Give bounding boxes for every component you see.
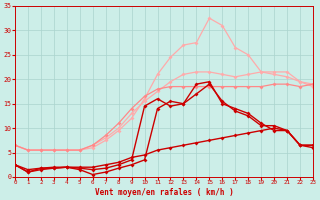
X-axis label: Vent moyen/en rafales ( km/h ): Vent moyen/en rafales ( km/h ) (95, 188, 233, 197)
